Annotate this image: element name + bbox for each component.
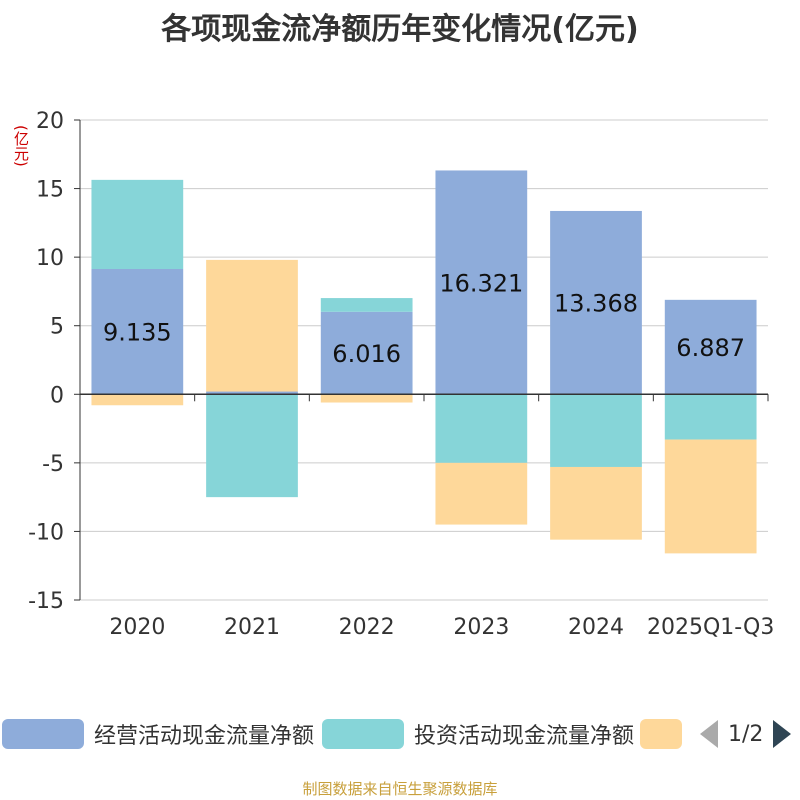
- data-label: 13.368: [554, 290, 638, 318]
- y-tick-label: -5: [42, 452, 64, 477]
- legend-label-operating: 经营活动现金流量净额: [94, 724, 315, 749]
- bar-2024-series-0[interactable]: [550, 210, 642, 395]
- bar-2024-series-1[interactable]: [550, 394, 642, 467]
- chart-title: 各项现金流净额历年变化情况(亿元): [161, 12, 639, 47]
- data-labels: 9.135 6.016 16.321 13.368 6.887: [103, 269, 745, 368]
- legend: 经营活动现金流量净额 投资活动现金流量净额 1/2: [0, 710, 800, 758]
- x-tick-label: 2022: [339, 615, 395, 640]
- pager-prev-icon[interactable]: [700, 720, 718, 748]
- pager-next-icon[interactable]: [773, 720, 792, 748]
- pager-text: 1/2: [728, 721, 764, 747]
- y-tick-label: 15: [36, 178, 64, 203]
- legend-label-investing: 投资活动现金流量净额: [414, 724, 635, 749]
- bar-2025Q1-Q3-series-1[interactable]: [664, 394, 757, 440]
- bar-2022-series-2[interactable]: [320, 394, 413, 403]
- legend-item-financing[interactable]: [640, 718, 682, 750]
- legend-swatch-financing: [640, 719, 682, 749]
- source-note: 制图数据来自恒生聚源数据库: [302, 780, 498, 798]
- bar-2023-series-1[interactable]: [435, 394, 528, 463]
- y-tick-label: -10: [28, 520, 64, 545]
- x-tick-label: 2020: [109, 615, 165, 640]
- data-label: 6.016: [332, 340, 401, 368]
- bar-2025Q1-Q3-series-0[interactable]: [664, 299, 757, 395]
- bar-2022-series-1[interactable]: [320, 298, 413, 312]
- bar-2021-series-0[interactable]: [206, 391, 298, 395]
- y-axis-unit: (亿元): [12, 125, 30, 167]
- x-tick-label: 2025Q1-Q3: [647, 615, 774, 640]
- legend-item-investing[interactable]: 投资活动现金流量净额: [322, 718, 634, 750]
- data-label: 6.887: [676, 334, 745, 362]
- bar-2021-series-1[interactable]: [206, 394, 298, 498]
- axes: 20 15 10 5 0 -5 -10 -15 2020 2021 2022 2023 2024 2025…: [28, 109, 774, 640]
- bar-2020-series-0[interactable]: [91, 269, 184, 395]
- x-tick-label: 2021: [224, 615, 280, 640]
- x-tick-label: 2023: [453, 615, 509, 640]
- bar-2020-series-2[interactable]: [91, 394, 184, 406]
- legend-swatch-investing: [322, 719, 404, 749]
- legend-pager: 1/2: [700, 718, 792, 750]
- bar-2024-series-2[interactable]: [550, 466, 642, 540]
- y-tick-label: 5: [50, 315, 64, 340]
- gridlines: [80, 119, 768, 601]
- data-label: 16.321: [439, 269, 523, 297]
- bar-chart: 20 15 10 5 0 -5 -10 -15 2020 2021 2022 2023 2024 2025…: [28, 109, 774, 640]
- bar-2022-series-0[interactable]: [320, 311, 413, 395]
- y-tick-label: 0: [50, 383, 64, 408]
- y-tick-label: 20: [36, 109, 64, 134]
- legend-item-operating[interactable]: 经营活动现金流量净额: [2, 718, 314, 750]
- bar-2023-series-2[interactable]: [435, 462, 528, 525]
- y-tick-label: 10: [36, 246, 64, 271]
- bars: [91, 170, 757, 554]
- legend-swatch-operating: [2, 719, 84, 749]
- data-label: 9.135: [103, 319, 172, 347]
- bar-2025Q1-Q3-series-2[interactable]: [664, 439, 757, 554]
- bar-2021-series-2[interactable]: [206, 259, 298, 392]
- y-tick-label: -15: [28, 589, 64, 614]
- x-tick-label: 2024: [568, 615, 624, 640]
- bar-2020-series-1[interactable]: [91, 179, 184, 270]
- bar-2023-series-0[interactable]: [435, 170, 528, 395]
